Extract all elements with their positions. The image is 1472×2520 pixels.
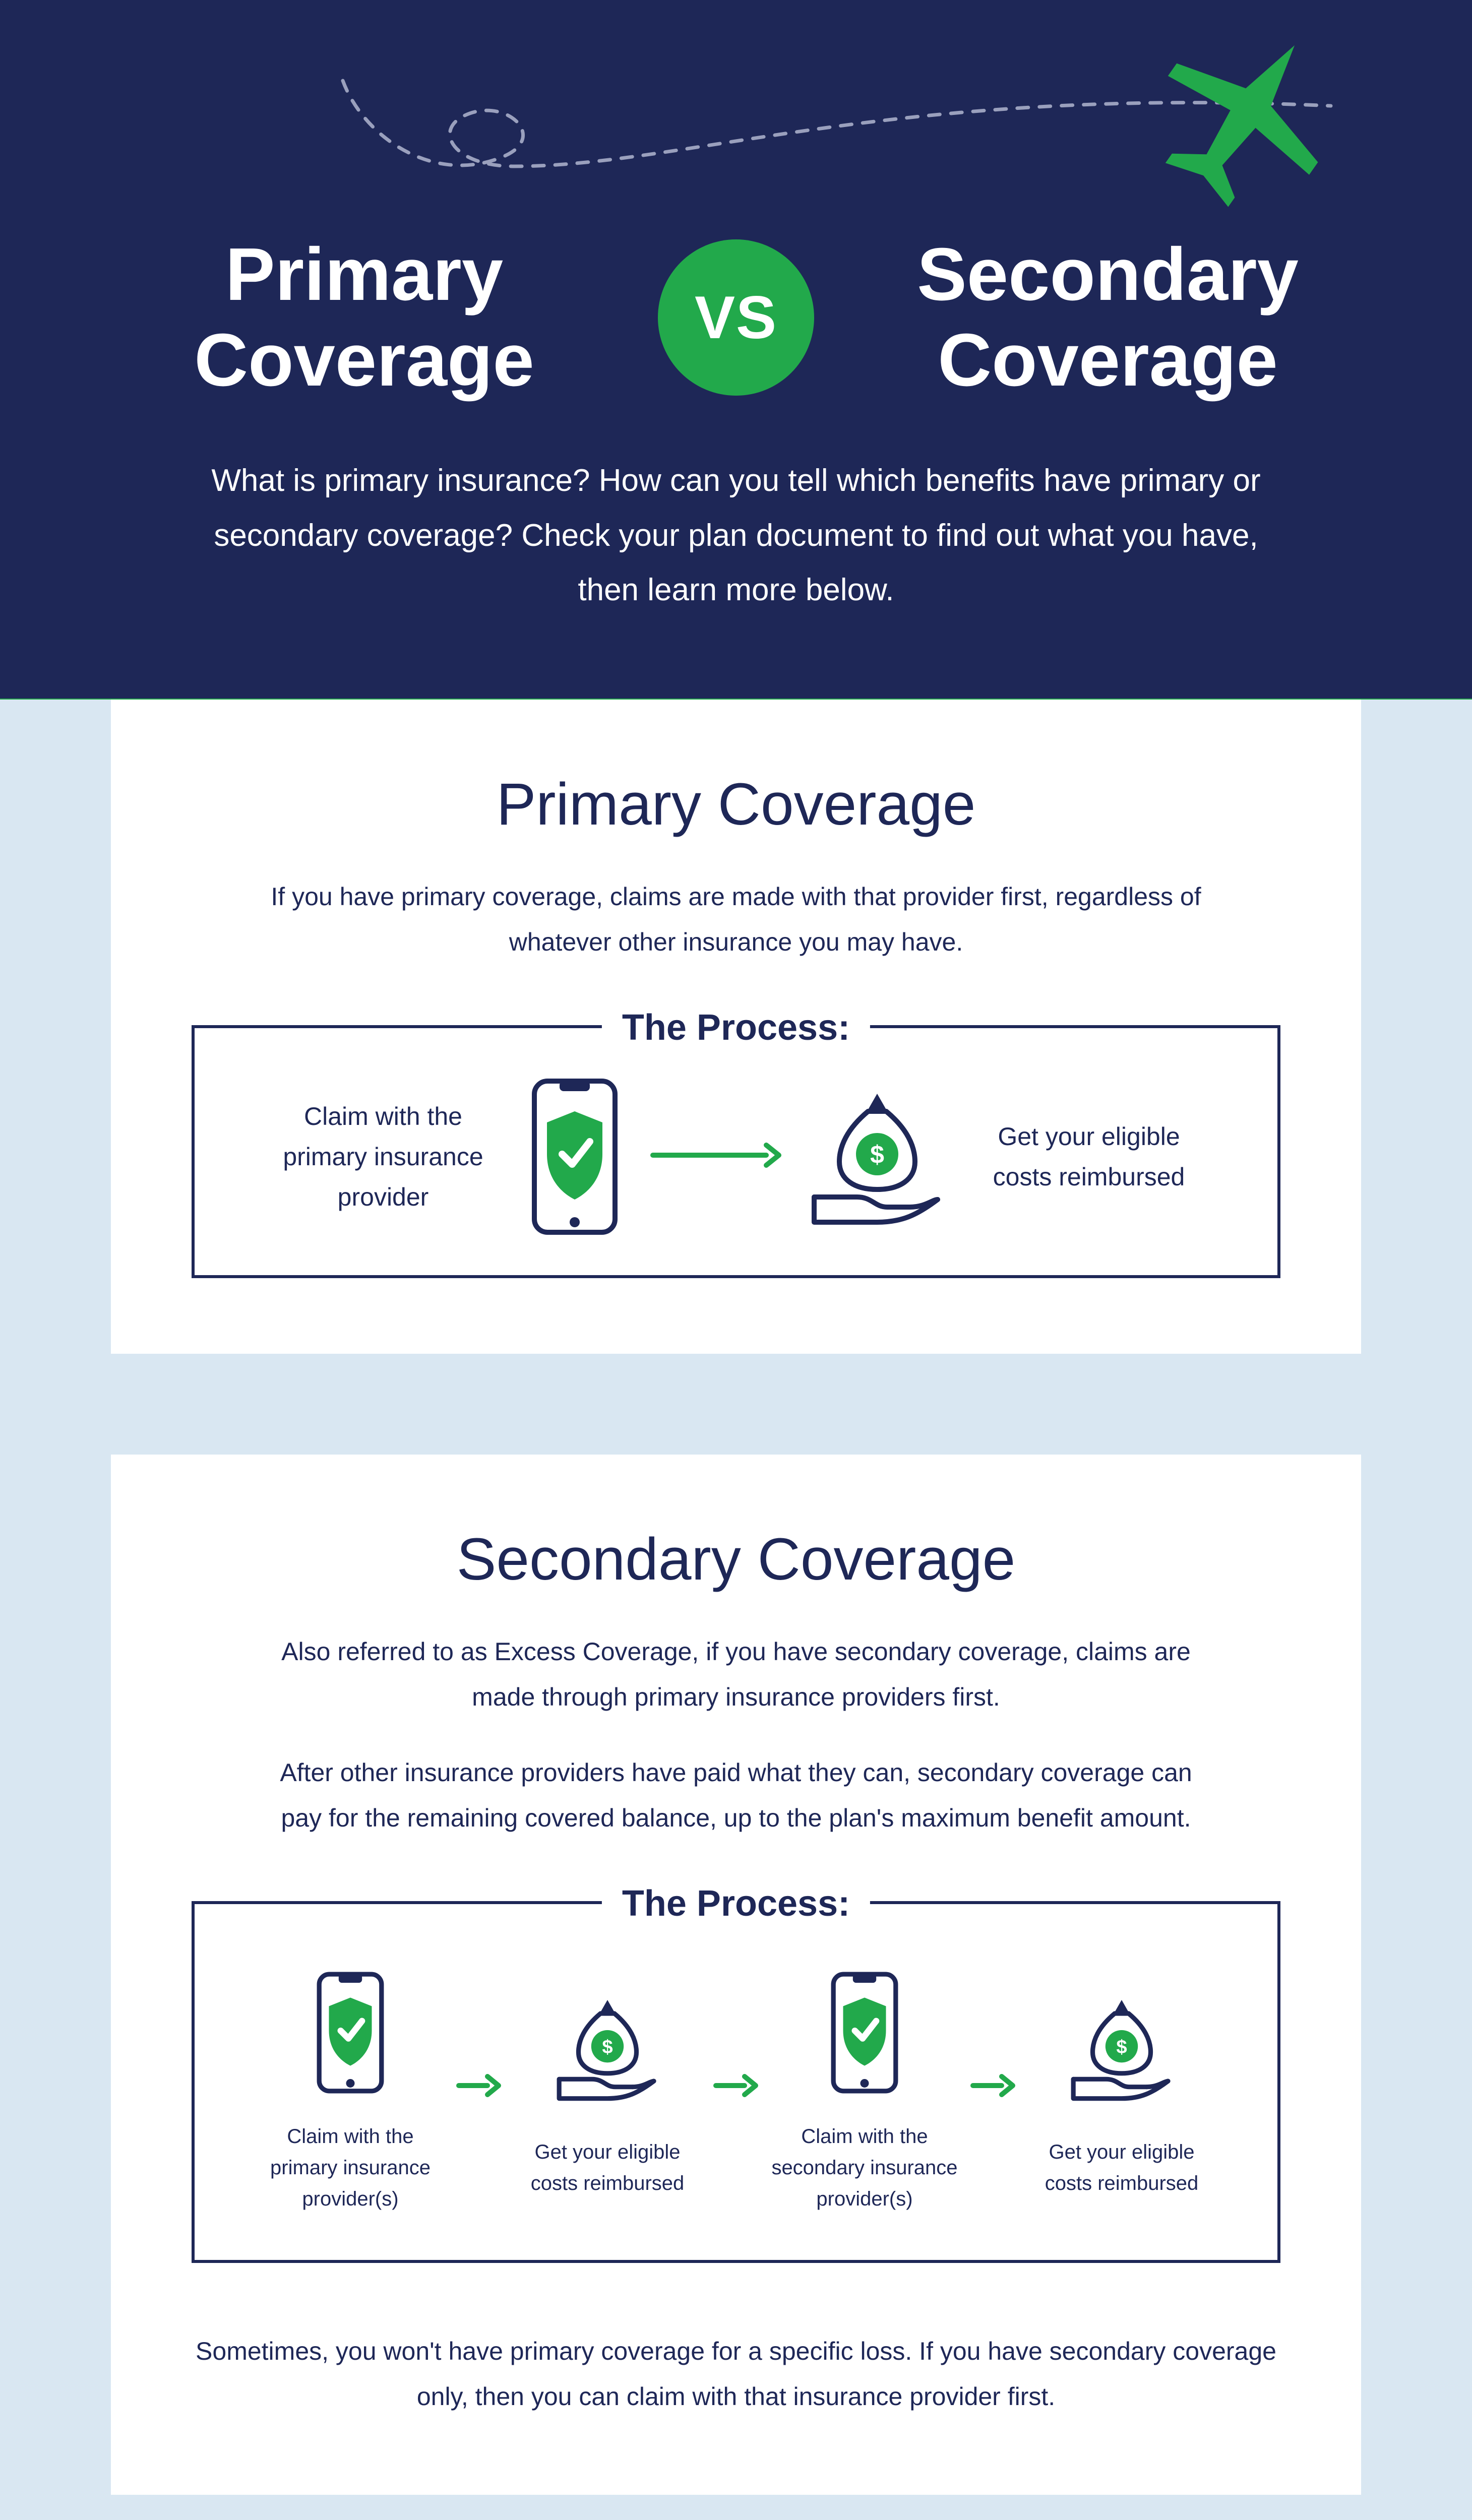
hand-money-icon: $ <box>802 1084 953 1230</box>
infographic-page: Primary Coverage VS Secondary Coverage W… <box>0 0 1472 2520</box>
hero-title-row: Primary Coverage VS Secondary Coverage <box>111 212 1361 454</box>
secondary-step4-label: Get your eligible costs reimbursed <box>1026 2136 1217 2199</box>
secondary-note: Sometimes, you won't have primary covera… <box>192 2328 1280 2419</box>
arrow-icon <box>713 2070 759 2103</box>
secondary-step3: Claim with the secondary insurance provi… <box>769 1960 960 2215</box>
secondary-card: Secondary Coverage Also referred to as E… <box>111 1455 1361 2495</box>
phone-shield-icon <box>308 1960 393 2106</box>
svg-text:$: $ <box>1116 2036 1127 2058</box>
svg-text:$: $ <box>602 2036 612 2058</box>
hand-money-icon: $ <box>1064 1975 1180 2121</box>
title-right: Secondary Coverage <box>854 232 1361 403</box>
primary-step2: $ <box>802 1084 953 1230</box>
intro-paragraph: What is primary insurance? How can you t… <box>207 454 1265 618</box>
phone-shield-icon <box>519 1084 630 1230</box>
primary-step2-label: Get your eligible costs reimbursed <box>973 1116 1205 1197</box>
primary-description: If you have primary coverage, claims are… <box>257 874 1215 965</box>
primary-process-row: Claim with the primary insurance provide… <box>225 1084 1247 1230</box>
title-left-line1: Primary <box>225 233 503 316</box>
primary-heading: Primary Coverage <box>192 770 1280 839</box>
secondary-step1-label: Claim with the primary insurance provide… <box>255 2121 446 2215</box>
title-left-line2: Coverage <box>194 319 534 402</box>
secondary-step4: $ Get your eligible costs reimbursed <box>1026 1975 1217 2199</box>
secondary-step3-label: Claim with the secondary insurance provi… <box>769 2121 960 2215</box>
primary-card-wrap: Primary Coverage If you have primary cov… <box>0 700 1472 1354</box>
arrow-icon <box>650 1140 781 1173</box>
secondary-process-box: The Process: Claim with th <box>192 1901 1280 2263</box>
airplane-icon <box>1149 20 1341 212</box>
header-section: Primary Coverage VS Secondary Coverage W… <box>0 0 1472 699</box>
secondary-heading: Secondary Coverage <box>192 1525 1280 1594</box>
secondary-process-label: The Process: <box>602 1883 870 1924</box>
primary-step1-label: Claim with the primary insurance provide… <box>267 1096 499 1217</box>
secondary-description-2: After other insurance providers have pai… <box>257 1750 1215 1841</box>
primary-step1 <box>519 1084 630 1230</box>
card-gap <box>0 1354 1472 1455</box>
primary-card: Primary Coverage If you have primary cov… <box>111 700 1361 1354</box>
primary-process-box: The Process: Claim with the primary insu… <box>192 1025 1280 1278</box>
secondary-card-wrap: Secondary Coverage Also referred to as E… <box>0 1455 1472 2495</box>
secondary-step2: $ Get your eligible costs reimbursed <box>512 1975 703 2199</box>
title-right-line2: Coverage <box>938 319 1278 402</box>
phone-shield-icon <box>822 1960 907 2106</box>
title-right-line1: Secondary <box>917 233 1299 316</box>
title-left: Primary Coverage <box>111 232 618 403</box>
vs-badge: VS <box>658 239 814 396</box>
secondary-description-1: Also referred to as Excess Coverage, if … <box>257 1629 1215 1720</box>
svg-text:$: $ <box>870 1141 884 1169</box>
plane-path-graphic <box>111 0 1361 212</box>
primary-process-label: The Process: <box>602 1007 870 1048</box>
secondary-process-row: Claim with the primary insurance provide… <box>225 1960 1247 2215</box>
hand-money-icon: $ <box>549 1975 665 2121</box>
arrow-icon <box>970 2070 1016 2103</box>
secondary-step2-label: Get your eligible costs reimbursed <box>512 2136 703 2199</box>
secondary-step1: Claim with the primary insurance provide… <box>255 1960 446 2215</box>
arrow-icon <box>456 2070 502 2103</box>
